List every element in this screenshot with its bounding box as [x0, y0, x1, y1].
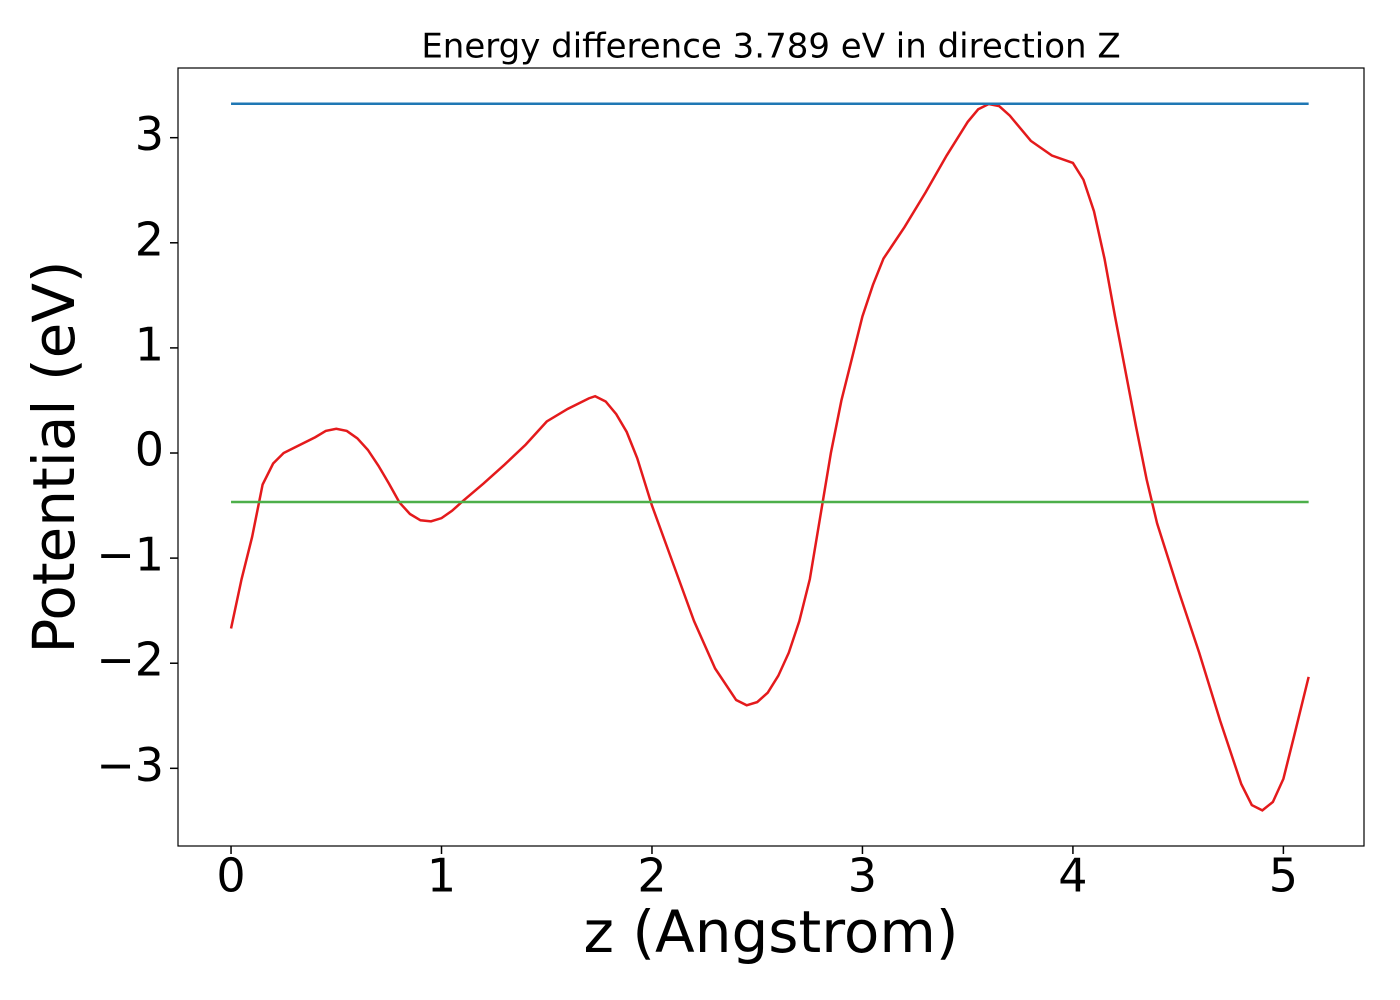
- y-tick-label: 3: [135, 107, 164, 161]
- x-axis-label: z (Angstrom): [584, 898, 959, 966]
- x-tick-label: 2: [637, 849, 666, 903]
- y-tick-label: 1: [135, 317, 164, 371]
- x-tick-label: 3: [848, 849, 877, 903]
- line-series: [229, 102, 1310, 812]
- y-tick-label: −3: [96, 738, 164, 792]
- y-axis-label: Potential (eV): [20, 260, 88, 653]
- x-tick-label: 5: [1269, 849, 1298, 903]
- x-tick-label: 0: [216, 849, 245, 903]
- y-tick-label: −1: [96, 528, 164, 582]
- x-tick-label: 4: [1058, 849, 1087, 903]
- y-tick-label: 0: [135, 423, 164, 477]
- chart-title: Energy difference 3.789 eV in direction …: [421, 27, 1120, 67]
- plot-frame: [177, 67, 1365, 847]
- y-tick-label: −2: [96, 633, 164, 687]
- x-tick-label: 1: [427, 849, 456, 903]
- y-tick-label: 2: [135, 212, 164, 266]
